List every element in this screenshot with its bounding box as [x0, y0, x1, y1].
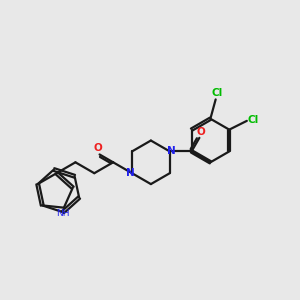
Text: O: O: [93, 143, 102, 154]
Text: O: O: [197, 127, 206, 137]
Text: N: N: [126, 167, 135, 178]
Text: N: N: [167, 146, 176, 156]
Text: Cl: Cl: [248, 115, 259, 125]
Text: NH: NH: [56, 209, 70, 218]
Text: Cl: Cl: [212, 88, 223, 98]
